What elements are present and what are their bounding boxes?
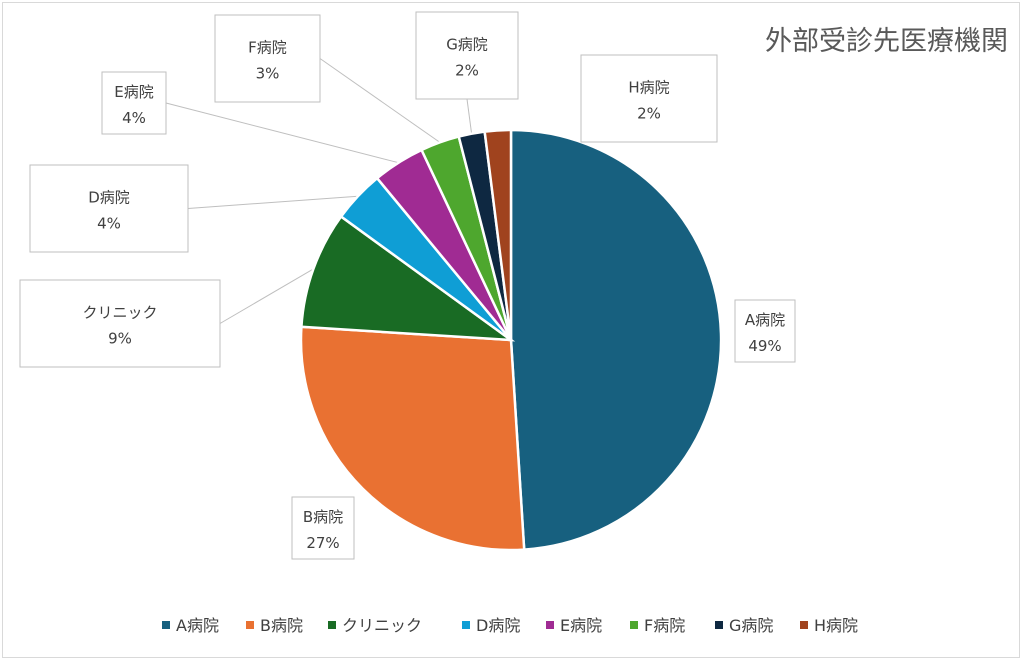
data-label-category: クリニック	[82, 304, 157, 322]
legend-swatch	[800, 621, 808, 629]
legend-swatch	[546, 621, 554, 629]
leader-line	[319, 58, 441, 143]
chart-title: 外部受診先医療機関	[765, 26, 1008, 57]
data-label-value: 4%	[122, 109, 146, 127]
data-label-category: H病院	[628, 79, 669, 97]
pie-slice	[299, 325, 526, 552]
callout-box	[734, 299, 796, 363]
legend-label: G病院	[729, 616, 773, 635]
leader-line	[466, 98, 473, 134]
legend: A病院 B病院 クリニック D病院 E病院 F病院 G病院 H病院	[162, 616, 858, 635]
callout-box	[291, 496, 355, 560]
legend-label: B病院	[260, 616, 303, 635]
data-label-value: 49%	[748, 337, 781, 355]
legend-label: E病院	[560, 616, 602, 635]
data-label-callouts: A病院 49% B病院 27% クリニック 9% D病院 4% E病院 4% F病院 3% G病院 2% H…	[19, 11, 796, 560]
legend-swatch	[630, 621, 638, 629]
pie-slice	[300, 214, 516, 342]
legend-label: A病院	[176, 616, 219, 635]
data-label-value: 2%	[455, 62, 479, 80]
data-label-category: D病院	[88, 189, 130, 207]
legend-label: F病院	[644, 616, 685, 635]
leader-line	[219, 268, 314, 324]
callout-box	[580, 54, 718, 143]
callout-box	[101, 71, 167, 135]
legend-swatch	[162, 621, 170, 629]
legend-swatch	[715, 621, 723, 629]
leader-line	[165, 102, 399, 164]
data-label-value: 9%	[108, 330, 132, 348]
pie-slice	[483, 128, 513, 341]
legend-swatch	[246, 621, 254, 629]
data-label-category: G病院	[446, 36, 488, 54]
legend-swatch	[462, 621, 470, 629]
leader-line	[187, 195, 358, 209]
callout-box	[19, 279, 221, 368]
pie-slice	[509, 128, 723, 551]
legend-label: D病院	[476, 616, 520, 635]
data-label-category: E病院	[114, 83, 153, 101]
callout-box	[415, 11, 519, 100]
data-label-value: 4%	[97, 215, 121, 233]
pie-slices	[299, 128, 723, 552]
callout-box	[29, 164, 189, 253]
legend-label: クリニック	[342, 616, 422, 635]
data-label-value: 27%	[306, 534, 339, 552]
data-label-value: 2%	[637, 105, 661, 123]
callout-box	[214, 14, 321, 103]
legend-label: H病院	[814, 616, 858, 635]
legend-swatch	[328, 621, 336, 629]
data-label-category: B病院	[303, 508, 343, 526]
data-label-value: 3%	[256, 65, 280, 83]
data-label-category: A病院	[745, 311, 785, 329]
data-label-category: F病院	[248, 39, 287, 57]
